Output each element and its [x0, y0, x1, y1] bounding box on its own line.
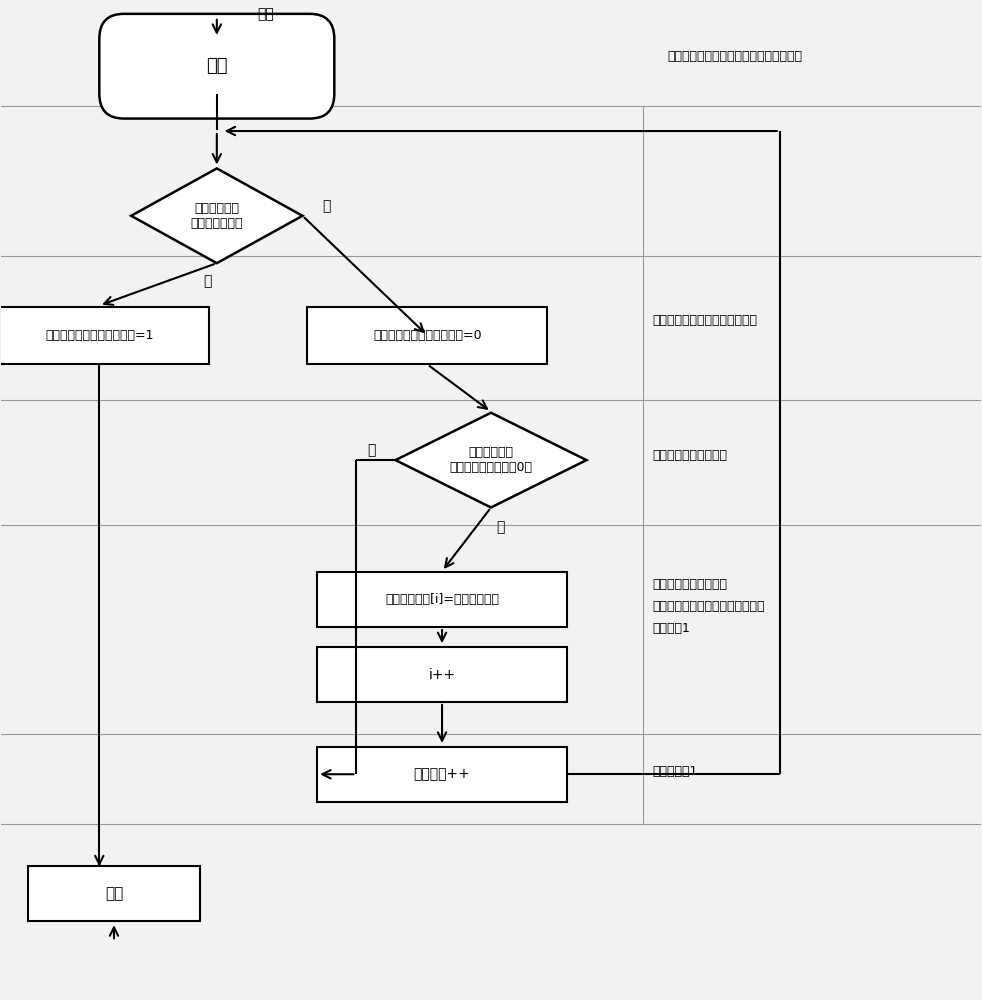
Text: 冗余地址++: 冗余地址++	[413, 767, 470, 781]
Text: 否则存入有效冗余地址寄存器中，: 否则存入有效冗余地址寄存器中，	[653, 600, 765, 613]
Text: 否: 否	[367, 443, 376, 457]
Text: 失效冗余地址屏蔽完成标志=1: 失效冗余地址屏蔽完成标志=1	[45, 329, 153, 342]
Text: 有效冗余地址[i]=当前冗余地址: 有效冗余地址[i]=当前冗余地址	[385, 593, 499, 606]
Text: 当前冗余地址
小于冗余深度？: 当前冗余地址 小于冗余深度？	[191, 202, 244, 230]
Text: 完成: 完成	[105, 886, 123, 901]
Text: 是: 是	[497, 520, 505, 534]
Bar	[317, 747, 567, 802]
Text: 初始化失效冗余地址屏蔽模块中的寄存器: 初始化失效冗余地址屏蔽模块中的寄存器	[667, 50, 802, 63]
Bar	[0, 307, 209, 364]
Text: 当前冗余地址
对应失效标志位等于0？: 当前冗余地址 对应失效标志位等于0？	[450, 446, 532, 474]
Bar	[317, 572, 567, 627]
Text: 判断冗余地址是否失效: 判断冗余地址是否失效	[653, 449, 728, 462]
Bar	[28, 866, 199, 921]
Text: 冗余地址加1: 冗余地址加1	[653, 765, 698, 778]
Text: 复位: 复位	[257, 7, 274, 21]
Text: 否: 否	[203, 274, 211, 288]
Text: 开始: 开始	[206, 57, 228, 75]
FancyBboxPatch shape	[99, 14, 334, 119]
Bar	[307, 307, 547, 364]
Text: 是: 是	[322, 199, 331, 213]
Text: 判断失效冗余地址屏蔽是否完成: 判断失效冗余地址屏蔽是否完成	[653, 314, 757, 327]
Polygon shape	[132, 168, 302, 263]
Bar	[317, 647, 567, 702]
Text: 计数器加1: 计数器加1	[653, 622, 690, 635]
Text: 失效冗余地址屏蔽完成标志=0: 失效冗余地址屏蔽完成标志=0	[373, 329, 481, 342]
Text: 冗余地址失效则跳过，: 冗余地址失效则跳过，	[653, 578, 728, 591]
Polygon shape	[396, 413, 586, 507]
Text: i++: i++	[428, 668, 456, 682]
